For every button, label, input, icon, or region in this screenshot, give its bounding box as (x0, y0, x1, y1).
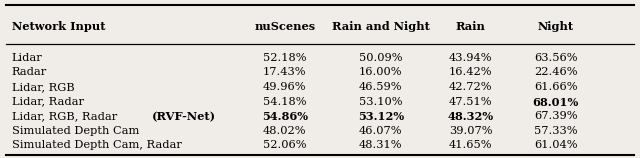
Text: Night: Night (538, 21, 573, 32)
Text: Rain: Rain (456, 21, 485, 32)
Text: 68.01%: 68.01% (532, 97, 579, 108)
Text: 48.31%: 48.31% (359, 140, 403, 150)
Text: 42.72%: 42.72% (449, 82, 492, 92)
Text: 46.59%: 46.59% (359, 82, 403, 92)
Text: Radar: Radar (12, 67, 47, 77)
Text: 61.66%: 61.66% (534, 82, 577, 92)
Text: 67.39%: 67.39% (534, 111, 577, 121)
Text: Lidar: Lidar (12, 53, 42, 63)
Text: 52.18%: 52.18% (263, 53, 307, 63)
Text: Lidar, Radar: Lidar, Radar (12, 97, 83, 106)
Text: 48.32%: 48.32% (447, 111, 493, 122)
Text: 39.07%: 39.07% (449, 126, 492, 136)
Text: Rain and Night: Rain and Night (332, 21, 429, 32)
Text: 54.86%: 54.86% (262, 111, 308, 122)
Text: 48.02%: 48.02% (263, 126, 307, 136)
Text: 63.56%: 63.56% (534, 53, 577, 63)
Text: 61.04%: 61.04% (534, 140, 577, 150)
Text: Simulated Depth Cam, Radar: Simulated Depth Cam, Radar (12, 140, 181, 150)
Text: 49.96%: 49.96% (263, 82, 307, 92)
Text: 16.42%: 16.42% (449, 67, 492, 77)
Text: 53.12%: 53.12% (358, 111, 404, 122)
Text: 57.33%: 57.33% (534, 126, 577, 136)
Text: Lidar, RGB, Radar: Lidar, RGB, Radar (12, 111, 120, 121)
Text: Network Input: Network Input (12, 21, 105, 32)
Text: 17.43%: 17.43% (263, 67, 307, 77)
Text: 41.65%: 41.65% (449, 140, 492, 150)
Text: 53.10%: 53.10% (359, 97, 403, 106)
Text: 47.51%: 47.51% (449, 97, 492, 106)
Text: 46.07%: 46.07% (359, 126, 403, 136)
Text: 22.46%: 22.46% (534, 67, 577, 77)
Text: Lidar, RGB: Lidar, RGB (12, 82, 74, 92)
Text: Simulated Depth Cam: Simulated Depth Cam (12, 126, 139, 136)
Text: 50.09%: 50.09% (359, 53, 403, 63)
Text: 16.00%: 16.00% (359, 67, 403, 77)
Text: 52.06%: 52.06% (263, 140, 307, 150)
Text: 43.94%: 43.94% (449, 53, 492, 63)
Text: (RVF-Net): (RVF-Net) (152, 111, 216, 122)
Text: 54.18%: 54.18% (263, 97, 307, 106)
Text: nuScenes: nuScenes (254, 21, 316, 32)
